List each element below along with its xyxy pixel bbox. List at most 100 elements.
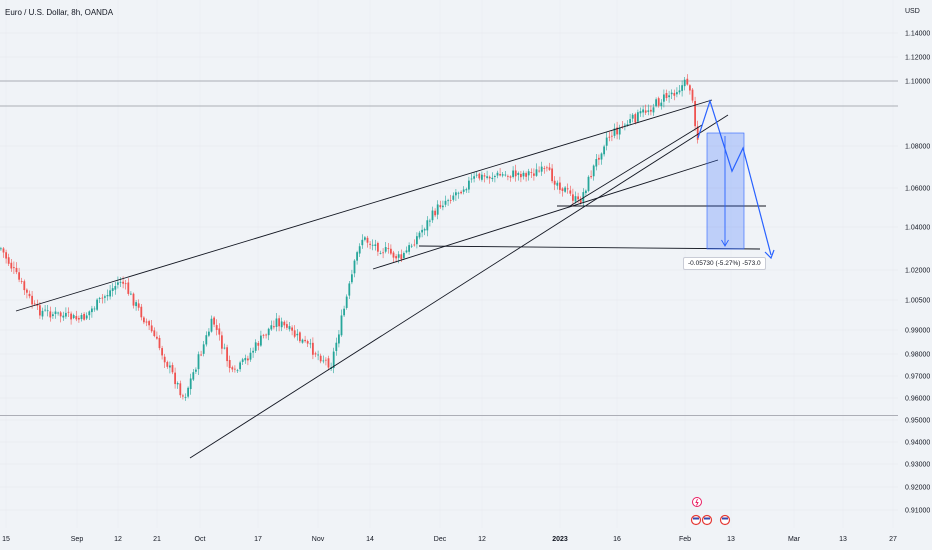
candle-body [254, 342, 257, 351]
y-tick-label: 1.08000 [905, 144, 930, 151]
candle-body [504, 174, 507, 176]
candle-body [592, 165, 595, 177]
candle-body [694, 101, 696, 127]
candle-body [96, 299, 98, 310]
event-icons[interactable] [690, 497, 731, 526]
candle-body [686, 78, 689, 85]
candle-body [80, 315, 83, 320]
candle-body [486, 176, 488, 178]
candle-body [499, 174, 501, 176]
candle-body [397, 254, 400, 258]
candle-body [579, 199, 582, 204]
candle-body [104, 296, 106, 298]
candle-body [449, 199, 452, 201]
us-flag-stripe [704, 517, 710, 520]
x-tick-label: Oct [195, 536, 206, 543]
y-tick-label: 1.00500 [905, 298, 930, 305]
candle-body [501, 174, 504, 176]
candle-body [189, 378, 192, 390]
candle-body [70, 313, 72, 320]
candle-body [75, 316, 78, 320]
candle-body [57, 312, 59, 314]
candle-body [213, 317, 215, 325]
candle-body [335, 342, 338, 351]
candle-body [616, 127, 618, 135]
candle-body [457, 192, 460, 194]
candle-body [460, 191, 462, 194]
candle-body [681, 85, 683, 91]
candle-body [31, 295, 33, 305]
price-axis[interactable]: 1.14000 1.12000 1.10000 1.08000 1.06000 1.040… [905, 31, 930, 515]
candle-body [137, 303, 140, 308]
us-flag-stripe [722, 517, 728, 520]
candle-body [455, 192, 457, 196]
candle-body [421, 229, 423, 233]
candle-body [288, 326, 291, 330]
candle-body [286, 324, 288, 328]
x-tick-label: Feb [679, 536, 691, 543]
candle-body [117, 282, 119, 285]
drawing-tools[interactable] [15, 99, 775, 459]
trend-line [372, 159, 719, 270]
candle-body [332, 351, 335, 369]
candle-body [652, 107, 655, 113]
candle-body [231, 367, 234, 370]
candle-body [364, 237, 366, 240]
candle-body [608, 136, 611, 138]
candle-body [358, 246, 361, 254]
candle-body [418, 232, 421, 238]
candle-body [696, 126, 699, 140]
candle-body [494, 176, 496, 177]
y-tick-label: 0.99000 [905, 328, 930, 335]
x-tick-label: 13 [727, 536, 735, 543]
candle-body [148, 321, 150, 326]
candle-body [361, 239, 364, 246]
candle-body [5, 252, 7, 259]
candle-body [226, 347, 228, 362]
candle-body [618, 127, 621, 135]
candle-body [223, 347, 226, 349]
x-tick-label: Sep [71, 536, 84, 543]
candle-body [444, 200, 447, 205]
candle-body [507, 175, 509, 177]
lightning-event-icon [692, 497, 702, 507]
candle-body [514, 170, 517, 177]
candle-body [166, 362, 169, 367]
candle-body [65, 312, 67, 317]
candle-body [462, 189, 465, 192]
candle-body [301, 339, 304, 343]
candle-body [88, 311, 91, 316]
candle-body [683, 79, 686, 87]
candle-body [252, 350, 254, 353]
candle-body [574, 196, 577, 202]
candle-body [247, 358, 249, 361]
candle-body [491, 177, 494, 180]
candle-body [517, 172, 520, 175]
y-tick-label: 0.95000 [905, 418, 930, 425]
candle-body [525, 173, 527, 177]
candle-body [26, 289, 28, 293]
x-tick-label: 27 [889, 536, 897, 543]
us-flag-stripe [693, 517, 699, 520]
candle-body [436, 204, 439, 215]
candle-body [325, 359, 327, 361]
candle-body [309, 343, 312, 345]
candle-body [538, 170, 540, 172]
candle-body [39, 305, 41, 316]
candle-body [169, 365, 171, 368]
y-tick-label: 1.02000 [905, 268, 930, 275]
candle-body [553, 180, 556, 185]
y-tick-label: 1.10000 [905, 79, 930, 86]
candle-body [52, 314, 54, 317]
candle-body [657, 98, 660, 106]
y-tick-label: 0.93000 [905, 462, 930, 469]
candle-body [13, 267, 15, 269]
candle-body [345, 296, 348, 308]
x-tick-label: 15 [2, 536, 10, 543]
candle-body [478, 173, 481, 179]
candle-body [314, 353, 317, 355]
candle-body [556, 182, 559, 186]
candle-body [522, 172, 525, 177]
time-axis[interactable]: 15 Sep 12 21 Oct 17 Nov 14 Dec 12 2023 16 Feb 13 Mar 13… [2, 536, 897, 543]
